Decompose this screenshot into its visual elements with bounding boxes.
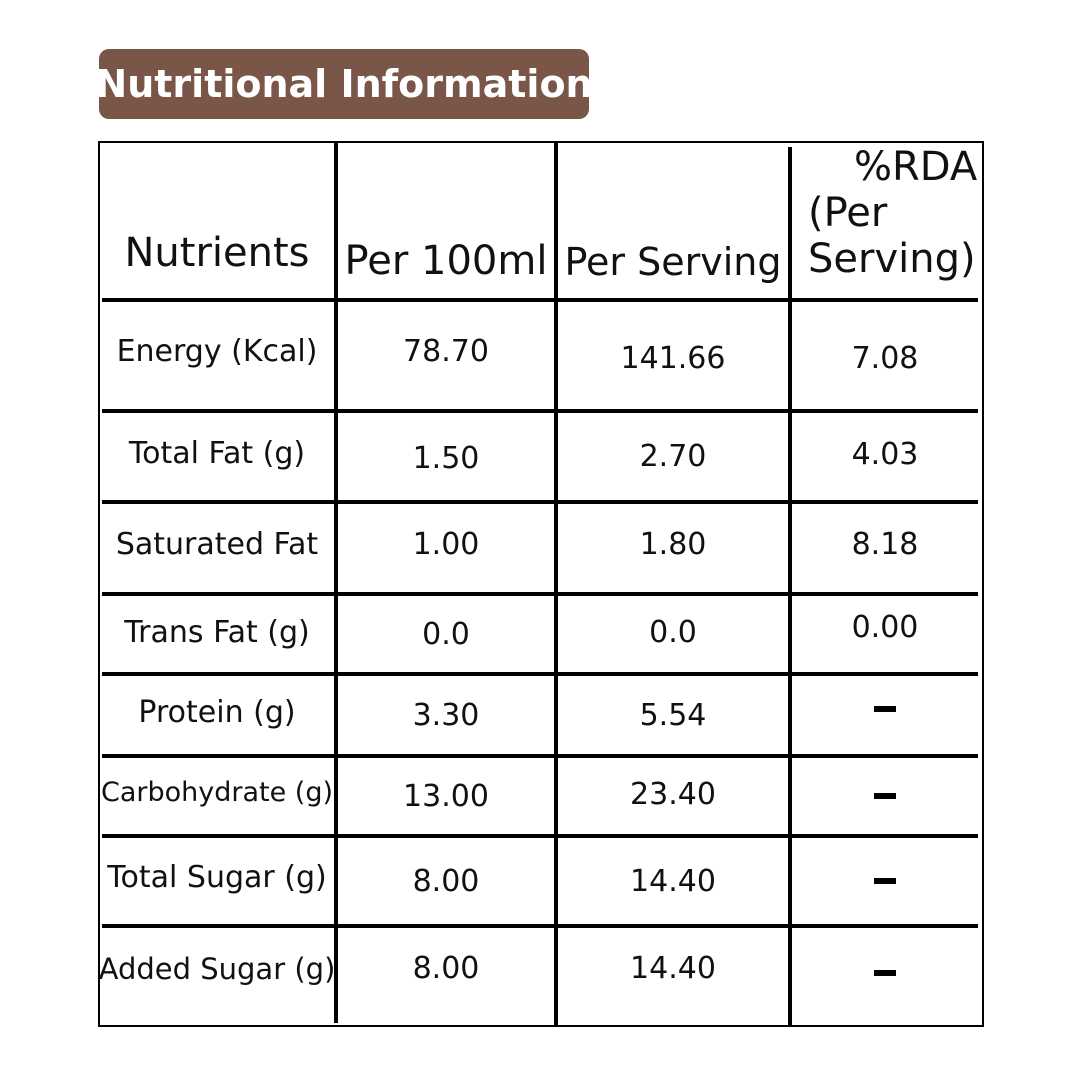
- row-divider: [102, 672, 978, 676]
- per-100ml-value: 13.00: [403, 778, 489, 814]
- dash-icon: [874, 793, 896, 799]
- row-divider: [102, 754, 978, 758]
- row-divider: [102, 500, 978, 504]
- row-label: Trans Fat (g): [124, 614, 310, 650]
- header-per-serving: Per Serving: [564, 240, 782, 284]
- row-divider: [102, 924, 978, 928]
- per-100ml-value: 3.30: [412, 697, 480, 733]
- per-100ml-value: 0.0: [422, 616, 470, 652]
- rda-value: 8.18: [851, 526, 919, 562]
- row-label: Added Sugar (g): [98, 951, 336, 986]
- per-serving-value: 14.40: [630, 951, 716, 986]
- per-serving-value: 23.40: [630, 776, 716, 812]
- per-serving-value: 5.54: [639, 697, 707, 733]
- header-rda-line3: Serving): [808, 236, 976, 282]
- title-badge: Nutritional Information: [95, 49, 593, 119]
- rda-value: -: [792, 838, 978, 924]
- dash-icon: [874, 878, 896, 884]
- row-label: Saturated Fat: [115, 526, 319, 562]
- page-title: Nutritional Information: [95, 62, 593, 106]
- dash-icon: [874, 706, 896, 712]
- rda-value: -: [792, 676, 978, 754]
- header-rda-line2: (Per: [808, 190, 888, 236]
- column-divider: [334, 141, 338, 1023]
- row-label: Total Sugar (g): [107, 859, 327, 895]
- column-divider: [788, 147, 792, 1025]
- row-divider: [102, 409, 978, 413]
- row-divider: [102, 298, 978, 302]
- per-100ml-value: 1.50: [412, 441, 480, 476]
- nutrition-table: [98, 141, 984, 1027]
- column-divider: [554, 141, 558, 1025]
- rda-value: 4.03: [851, 437, 919, 472]
- header-rda-line1: %RDA: [854, 144, 978, 190]
- dash-icon: [874, 969, 896, 976]
- per-serving-value: 0.0: [649, 614, 697, 650]
- rda-value: 0.00: [851, 609, 919, 645]
- rda-value: -: [792, 928, 978, 1023]
- row-divider: [102, 592, 978, 596]
- row-label: Total Fat (g): [128, 436, 306, 471]
- row-label: Protein (g): [138, 694, 296, 730]
- per-serving-value: 141.66: [620, 341, 726, 376]
- header-nutrients: Nutrients: [124, 230, 310, 276]
- per-serving-value: 14.40: [630, 863, 716, 899]
- row-label: Energy (Kcal): [116, 334, 318, 369]
- per-100ml-value: 8.00: [412, 951, 480, 986]
- header-per-100ml: Per 100ml: [344, 238, 548, 284]
- per-serving-value: 2.70: [639, 439, 707, 474]
- per-100ml-value: 8.00: [412, 863, 480, 899]
- per-100ml-value: 1.00: [412, 526, 480, 562]
- row-label: Carbohydrate (g): [100, 776, 334, 808]
- per-100ml-value: 78.70: [403, 334, 489, 369]
- rda-value: -: [792, 758, 978, 834]
- row-divider: [102, 834, 978, 838]
- header-rda: %RDA (Per Serving): [792, 143, 980, 298]
- rda-value: 7.08: [851, 341, 919, 376]
- per-serving-value: 1.80: [639, 526, 707, 562]
